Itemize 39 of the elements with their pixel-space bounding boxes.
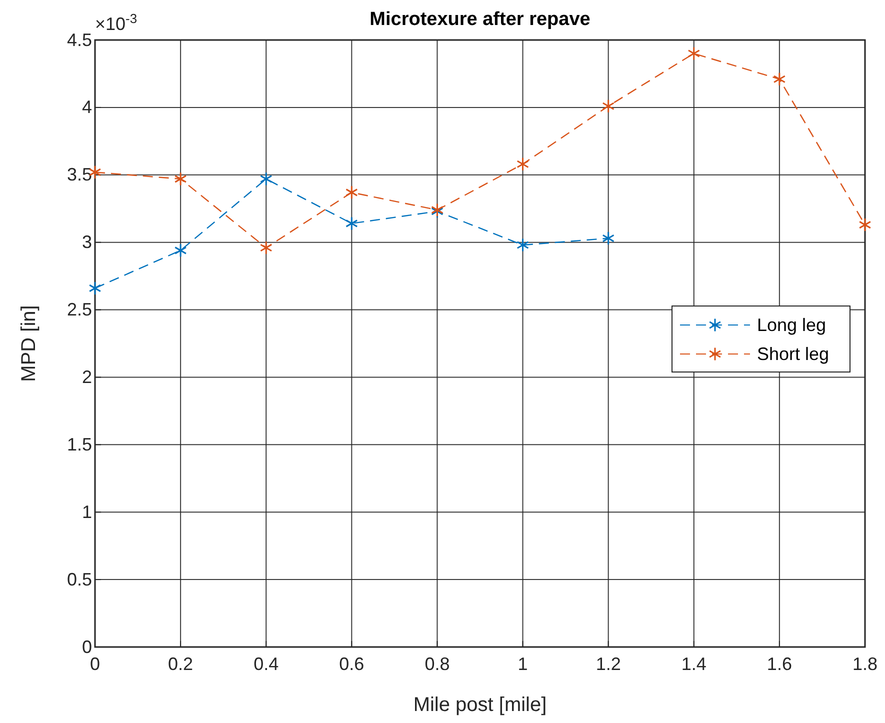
x-tick-label: 1 xyxy=(518,654,528,674)
point xyxy=(174,172,187,186)
point xyxy=(260,240,272,255)
legend-label: Short leg xyxy=(757,344,830,364)
x-tick-label: 0.8 xyxy=(424,654,450,674)
point xyxy=(516,157,529,172)
x-tick-label: 1.8 xyxy=(852,654,878,674)
point xyxy=(346,216,358,230)
y-tick-label: 3.5 xyxy=(66,164,92,185)
point xyxy=(88,281,102,296)
y-tick-label: 4.5 xyxy=(66,30,92,50)
point xyxy=(174,243,187,258)
x-tick-label: 1.4 xyxy=(681,654,706,674)
y-tick-label: 0 xyxy=(82,636,92,657)
x-tick-label: 0.2 xyxy=(168,654,194,674)
x-tick-label: 1.2 xyxy=(596,654,621,674)
text: ×10$^{-3}$ xyxy=(95,10,138,34)
y-tick-label: 0.5 xyxy=(66,569,92,590)
point xyxy=(516,238,529,252)
y-tick-label: 1.5 xyxy=(66,434,92,454)
x-axis-title: Mile post [mile] xyxy=(413,694,547,716)
y-tick-label: 4 xyxy=(82,97,92,118)
point xyxy=(602,99,614,114)
y-axis-title: MPD [in] xyxy=(18,305,40,382)
y-tick-label: 3 xyxy=(82,232,92,252)
x-tick-label: 0.6 xyxy=(339,654,364,674)
point xyxy=(346,185,358,200)
point xyxy=(858,218,872,232)
y-tick-label: 2.5 xyxy=(66,300,92,320)
x-tick-label: 0.4 xyxy=(254,654,279,674)
point xyxy=(260,172,272,186)
chart-title: Microtexure after repave xyxy=(370,9,590,30)
point xyxy=(688,46,700,60)
y-tick-label: 1 xyxy=(82,502,92,522)
x-tick-label: 1.6 xyxy=(766,654,792,674)
legend-label: Long leg xyxy=(757,315,826,335)
point xyxy=(602,231,614,246)
y-tick-label: 2 xyxy=(82,366,92,387)
point xyxy=(773,72,786,86)
